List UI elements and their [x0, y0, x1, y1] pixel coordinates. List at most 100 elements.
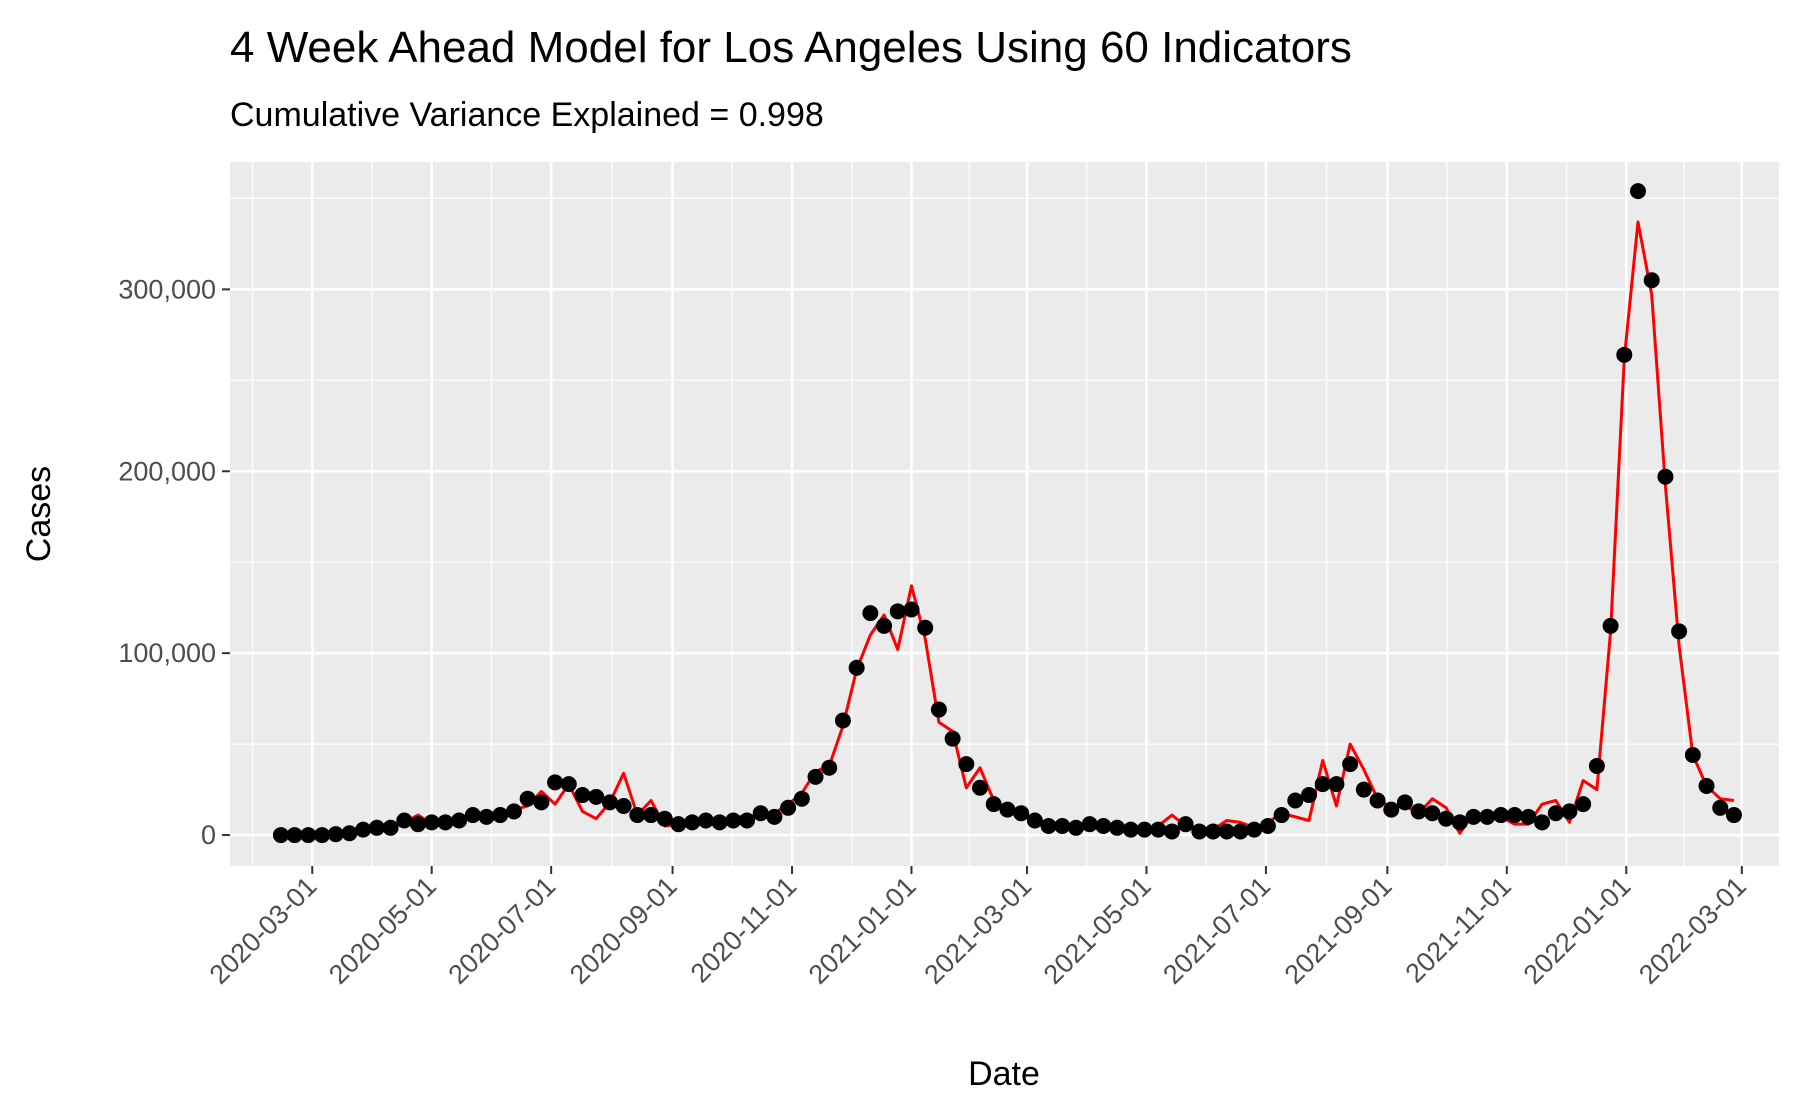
observed-point: [1725, 807, 1742, 824]
observed-point: [643, 807, 660, 824]
observed-point: [478, 808, 495, 825]
y-tick-label: 100,000: [118, 638, 216, 668]
x-tick-label: 2021-07-01: [1157, 871, 1276, 990]
observed-point: [1026, 812, 1043, 829]
observed-point: [1232, 823, 1249, 840]
observed-point: [1040, 817, 1057, 834]
observed-point: [1643, 272, 1660, 289]
observed-point: [670, 816, 687, 833]
observed-point: [382, 819, 399, 836]
observed-point: [423, 814, 440, 831]
y-axis-title: Cases: [20, 466, 58, 562]
observed-point: [738, 812, 755, 829]
observed-point: [1410, 803, 1427, 820]
observed-point: [711, 814, 728, 831]
observed-point: [876, 617, 893, 634]
observed-point: [725, 812, 742, 829]
observed-point: [1547, 805, 1564, 822]
observed-point: [574, 787, 591, 804]
observed-point: [1314, 776, 1331, 793]
observed-point: [1520, 808, 1537, 825]
observed-point: [560, 776, 577, 793]
grid-major: [230, 162, 1779, 866]
x-tick-label: 2021-05-01: [1038, 871, 1157, 990]
observed-point: [821, 759, 838, 776]
chart-title: 4 Week Ahead Model for Los Angeles Using…: [230, 23, 1352, 72]
observed-point: [807, 768, 824, 785]
observed-point: [355, 821, 372, 838]
observed-point: [1630, 183, 1646, 200]
observed-point: [341, 825, 358, 842]
x-tick-label: 2021-09-01: [1279, 871, 1398, 990]
observed-point: [286, 827, 303, 844]
x-axis: 2020-03-01 2020-05-01 2020-07-01 2020-09-01…: [204, 866, 1752, 990]
observed-point: [1328, 776, 1345, 793]
y-tick-label: 300,000: [118, 274, 216, 304]
observed-point: [464, 807, 481, 824]
observed-point: [958, 756, 975, 773]
observed-point: [396, 812, 413, 829]
observed-point: [409, 816, 426, 833]
observed-point: [1616, 346, 1633, 363]
observed-point: [1081, 816, 1098, 833]
observed-point: [752, 805, 769, 822]
observed-point: [492, 807, 509, 824]
observed-point: [793, 790, 810, 807]
observed-point: [1451, 814, 1468, 831]
observed-point: [834, 712, 851, 729]
observed-point: [1287, 792, 1304, 809]
x-tick-label: 2020-09-01: [564, 871, 683, 990]
observed-point: [547, 774, 564, 791]
observed-point: [889, 603, 906, 620]
observed-point: [1205, 823, 1222, 840]
observed-point: [1671, 623, 1688, 640]
observed-point: [327, 826, 344, 843]
x-tick-label: 2021-03-01: [918, 871, 1037, 990]
observed-point: [601, 794, 618, 811]
plot-panel: [230, 162, 1779, 866]
observed-point: [272, 827, 289, 844]
observed-point: [629, 807, 646, 824]
observed-point: [684, 814, 701, 831]
observed-point: [1177, 816, 1194, 833]
observed-point: [848, 659, 865, 676]
observed-point: [1218, 823, 1235, 840]
observed-point: [1575, 796, 1592, 813]
observed-point: [1355, 781, 1372, 798]
observed-point: [1698, 777, 1715, 794]
observed-point: [1136, 821, 1153, 838]
observed-point: [999, 801, 1016, 818]
observed-point: [1561, 803, 1578, 820]
x-tick-label: 2020-07-01: [443, 871, 562, 990]
observed-point: [588, 788, 605, 805]
observed-point: [1479, 808, 1496, 825]
observed-point: [917, 619, 934, 636]
x-tick-label: 2020-05-01: [323, 871, 442, 990]
observed-point: [1588, 757, 1605, 774]
observed-point: [437, 814, 454, 831]
observed-point: [519, 790, 536, 807]
observed-point: [972, 779, 989, 796]
observed-point: [862, 605, 879, 622]
observed-point: [1438, 810, 1455, 827]
observed-point: [1492, 807, 1509, 824]
observed-point: [1109, 819, 1126, 836]
x-tick-label: 2022-01-01: [1518, 871, 1637, 990]
x-tick-label: 2020-03-01: [204, 871, 323, 990]
observed-point: [1465, 808, 1482, 825]
observed-point: [1424, 805, 1441, 822]
observed-point: [1246, 821, 1263, 838]
observed-point: [1684, 747, 1701, 764]
observed-point: [1013, 805, 1030, 822]
observed-point: [1369, 792, 1386, 809]
observed-point: [1383, 801, 1400, 818]
x-axis-title: Date: [968, 1055, 1040, 1093]
observed-point: [1396, 794, 1413, 811]
y-tick-label: 200,000: [118, 456, 216, 486]
observed-point: [300, 827, 317, 844]
observed-point: [615, 797, 632, 814]
observed-point: [505, 803, 522, 820]
grid-minor: [230, 162, 1779, 866]
chart-subtitle: Cumulative Variance Explained = 0.998: [230, 96, 824, 134]
